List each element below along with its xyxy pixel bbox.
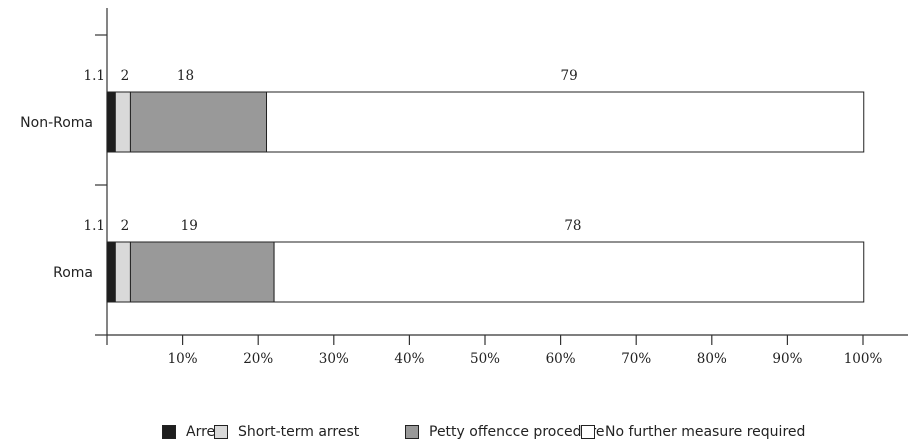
data-label: 2 (121, 68, 130, 84)
x-tick-label: 90% (772, 351, 802, 367)
x-tick-label: 10% (168, 351, 198, 367)
legend-label: Petty offencce procedure (429, 424, 605, 440)
legend-swatch (162, 425, 176, 439)
legend-item: No further measure required (581, 422, 805, 442)
bar-segment (273, 241, 865, 303)
bar-segment (106, 91, 116, 153)
legend-item: Short-term arrest (214, 422, 359, 442)
legend-swatch (581, 425, 595, 439)
category-label: Non-Roma (20, 115, 93, 131)
data-label: 1.1 (84, 68, 105, 84)
x-tick-label: 40% (394, 351, 424, 367)
bar-segment (114, 91, 131, 153)
data-label: 78 (564, 218, 581, 234)
data-label: 19 (181, 218, 198, 234)
bar-segment (114, 241, 131, 303)
data-label: 2 (121, 218, 130, 234)
x-tick-label: 30% (319, 351, 349, 367)
x-tick-label: 60% (546, 351, 576, 367)
x-tick-label: 70% (621, 351, 651, 367)
data-label: 79 (561, 68, 578, 84)
bar-segment (106, 241, 116, 303)
x-tick-label: 20% (243, 351, 273, 367)
legend-item: Petty offencce procedure (405, 422, 604, 442)
legend-swatch (214, 425, 228, 439)
bar-segment (266, 91, 865, 153)
legend-label: Short-term arrest (238, 424, 360, 440)
x-tick-label: 80% (697, 351, 727, 367)
stacked-bar-chart: 10% 20% 30% 40% 50% 60% 70% 80% 90% 100% Non-Roma 1… (20, 8, 908, 367)
data-label: 18 (177, 68, 194, 84)
category-label: Roma (53, 265, 93, 281)
x-tick-label: 50% (470, 351, 500, 367)
chart-legend: Arrest Short-term arrest Petty offencce pr… (0, 422, 921, 444)
legend-label: No further measure required (605, 424, 806, 440)
legend-swatch (405, 425, 419, 439)
bar-segment (129, 91, 268, 153)
x-tick-label: 100% (844, 351, 883, 367)
data-label: 1.1 (84, 218, 105, 234)
bar-segment (129, 241, 275, 303)
